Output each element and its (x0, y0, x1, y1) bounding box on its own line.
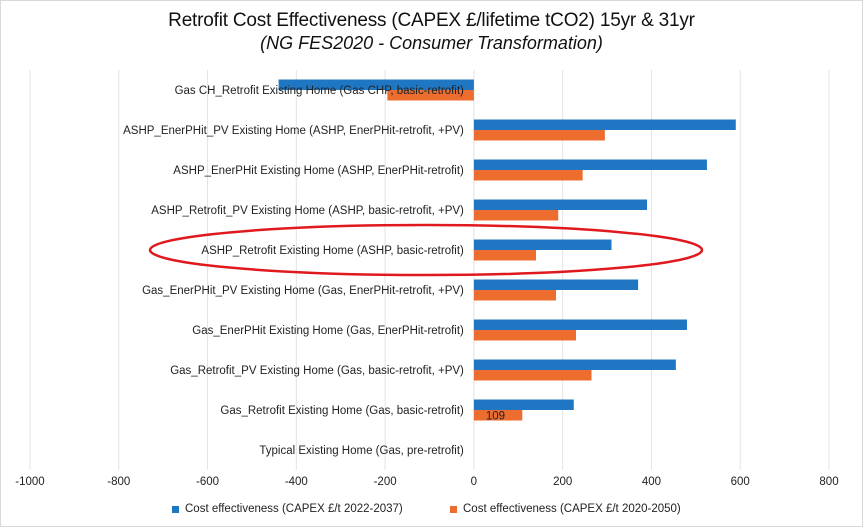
bar-series-2 (473, 330, 576, 341)
bar-series-1 (473, 279, 639, 290)
legend-item-series-2: Cost effectiveness (CAPEX £/t 2020-2050) (450, 503, 681, 515)
x-tick-label: 800 (819, 476, 838, 488)
x-tick-label: 0 (471, 476, 477, 488)
bar-series-1 (473, 359, 676, 370)
category-label: Gas CH_Retrofit Existing Home (Gas CHP, … (175, 85, 464, 97)
legend-swatch-series-2 (450, 505, 457, 513)
x-tick-label: 200 (553, 476, 572, 488)
data-label: 109 (486, 411, 505, 423)
category-label: ASHP_EnerPHit_PV Existing Home (ASHP, En… (123, 125, 464, 137)
bar-series-1 (473, 119, 736, 130)
bar-series-1 (278, 79, 474, 90)
x-tick-label: 600 (731, 476, 750, 488)
bar-series-2 (473, 210, 559, 221)
bar-series-1 (473, 159, 707, 170)
category-label: Gas_EnerPHit_PV Existing Home (Gas, Ener… (142, 285, 464, 297)
bar-series-1 (473, 399, 574, 410)
category-label: ASHP_Retrofit Existing Home (ASHP, basic… (201, 245, 464, 257)
category-label: Gas_Retrofit_PV Existing Home (Gas, basi… (170, 365, 464, 377)
bar-series-1 (473, 199, 648, 210)
legend-swatch-series-1 (172, 505, 179, 513)
bar-series-2 (473, 250, 537, 261)
x-tick-label: -600 (196, 476, 219, 488)
bar-series-2 (473, 290, 557, 301)
chart-title: Retrofit Cost Effectiveness (CAPEX £/lif… (168, 10, 695, 31)
x-tick-label: -400 (285, 476, 308, 488)
x-tick-label: 400 (642, 476, 661, 488)
bar-series-2 (473, 170, 583, 181)
x-tick-label: -200 (374, 476, 397, 488)
category-label: ASHP_Retrofit_PV Existing Home (ASHP, ba… (151, 205, 464, 217)
x-tick-label: -800 (107, 476, 130, 488)
highlight-ellipse (148, 223, 704, 277)
bar-series-2 (473, 370, 592, 381)
category-label: Typical Existing Home (Gas, pre-retrofit… (259, 445, 464, 457)
legend-item-series-1: Cost effectiveness (CAPEX £/t 2022-2037) (172, 503, 403, 515)
bar-series-2 (473, 130, 605, 141)
bar-series-2 (473, 410, 523, 421)
chart-subtitle: (NG FES2020 - Consumer Transformation) (260, 33, 603, 53)
bar-series-2 (387, 90, 474, 101)
bar-series-1 (473, 319, 687, 330)
category-label: ASHP_EnerPHit Existing Home (ASHP, EnerP… (173, 165, 464, 177)
category-label: Gas_Retrofit Existing Home (Gas, basic-r… (220, 405, 464, 417)
legend-label-series-2: Cost effectiveness (CAPEX £/t 2020-2050) (463, 503, 681, 515)
category-label: Gas_EnerPHit Existing Home (Gas, EnerPHi… (192, 325, 464, 337)
x-tick-label: -1000 (15, 476, 44, 488)
legend-label-series-1: Cost effectiveness (CAPEX £/t 2022-2037) (185, 503, 403, 515)
bar-series-1 (473, 239, 612, 250)
